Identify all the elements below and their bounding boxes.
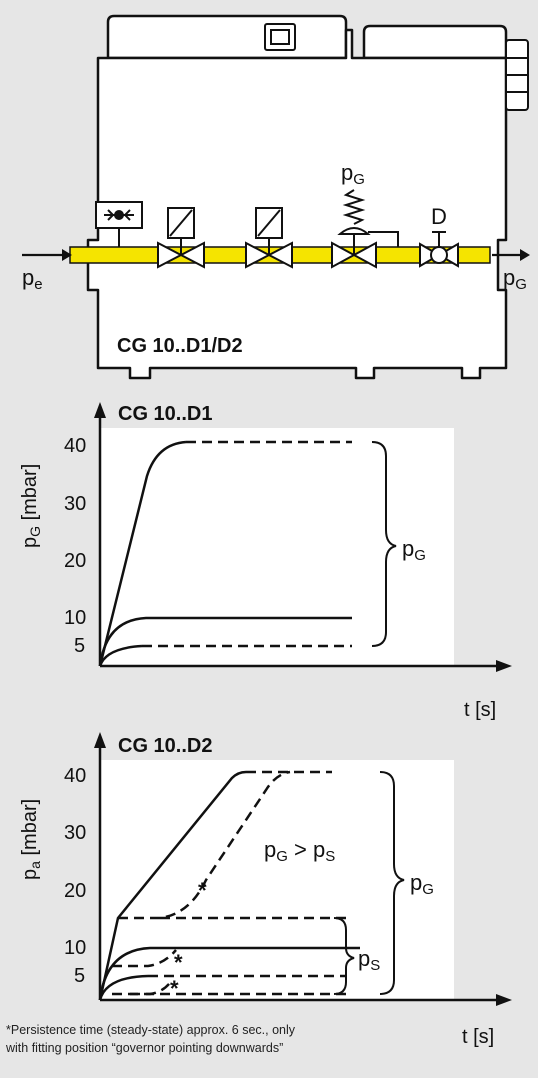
chart-d1: CG 10..D1 40 30 20 10 5 pG [mbar] t [s] … — [19, 402, 512, 721]
valve-housing — [86, 14, 508, 380]
footnote-line-1: *Persistence time (steady-state) approx.… — [6, 1023, 296, 1037]
cable-gland-icon — [505, 39, 529, 111]
governor-icon — [331, 189, 399, 269]
chart-d2-curve-10 — [98, 946, 360, 1001]
governor-label: pG — [341, 160, 365, 188]
chart-d2-brace-ps — [333, 917, 355, 995]
chart-d1-xlabel: t [s] — [464, 699, 496, 721]
inlet-arrow-icon — [22, 249, 72, 261]
chart-d2-asterisk-10: * — [174, 950, 183, 975]
connector-icon — [264, 23, 296, 51]
chart-d2-title: CG 10..D2 — [118, 735, 212, 757]
chart-d2-y-axis-arrow-icon — [94, 732, 106, 748]
chart-d1-y-axis-arrow-icon — [94, 402, 106, 418]
chart-d2-brace-pg — [379, 771, 405, 995]
chart-d2-dashed-rise-10 — [112, 949, 177, 968]
chart-d1-curve-40 — [98, 440, 187, 667]
chart-d1-curve-10 — [98, 616, 352, 667]
chart-d2-curve-40 — [98, 770, 247, 1001]
chart-d1-x-axis-arrow-icon — [496, 660, 512, 672]
chart-d1-curve-5 — [98, 644, 143, 667]
pressure-switch-icon — [95, 201, 143, 247]
chart-d1-brace — [371, 441, 397, 647]
solenoid-valve-1-icon — [157, 207, 205, 269]
chart-d2-curve-5 — [98, 974, 149, 1001]
chart-d2: CG 10..D2 40 30 20 10 5 pa [mbar] t [s] … — [19, 732, 512, 1048]
chart-d2-brace-ps-label: pS — [358, 946, 380, 974]
chart-d2-asterisk-20: * — [198, 878, 207, 903]
chart-d2-ytick-5: 5 — [74, 965, 85, 987]
chart-d2-ytick-10: 10 — [64, 937, 86, 959]
chart-d2-x-axis-arrow-icon — [496, 994, 512, 1006]
chart-d1-ytick-5: 5 — [74, 635, 85, 657]
chart-d1-ylabel: pG [mbar] — [19, 464, 43, 548]
valve-d-label: D — [431, 204, 447, 229]
chart-d2-brace-pg-label: pG — [410, 870, 434, 898]
chart-d2-xlabel: t [s] — [462, 1026, 494, 1048]
device-title: CG 10..D1/D2 — [117, 335, 243, 357]
chart-d2-dashed-rise-20 — [118, 770, 291, 920]
chart-d1-ytick-40: 40 — [64, 435, 86, 457]
chart-d2-ytick-20: 20 — [64, 880, 86, 902]
chart-d2-annotation: pG > pS — [264, 837, 335, 865]
chart-d1-title: CG 10..D1 — [118, 403, 212, 425]
chart-d1-ytick-10: 10 — [64, 607, 86, 629]
valve-d-icon — [419, 231, 459, 268]
chart-d1-ytick-30: 30 — [64, 493, 86, 515]
outlet-label: pG — [503, 265, 527, 293]
footnote-line-2: with fitting position “governor pointing… — [5, 1041, 283, 1055]
chart-d2-asterisk-5: * — [170, 976, 179, 1001]
chart-d2-ylabel: pa [mbar] — [19, 799, 43, 880]
outlet-arrow-icon — [492, 249, 530, 261]
chart-d1-ytick-20: 20 — [64, 550, 86, 572]
chart-d2-ytick-30: 30 — [64, 822, 86, 844]
chart-d2-ytick-40: 40 — [64, 765, 86, 787]
chart-d1-brace-label: pG — [402, 536, 426, 564]
inlet-label: pe — [22, 265, 43, 293]
solenoid-valve-2-icon — [245, 207, 293, 269]
